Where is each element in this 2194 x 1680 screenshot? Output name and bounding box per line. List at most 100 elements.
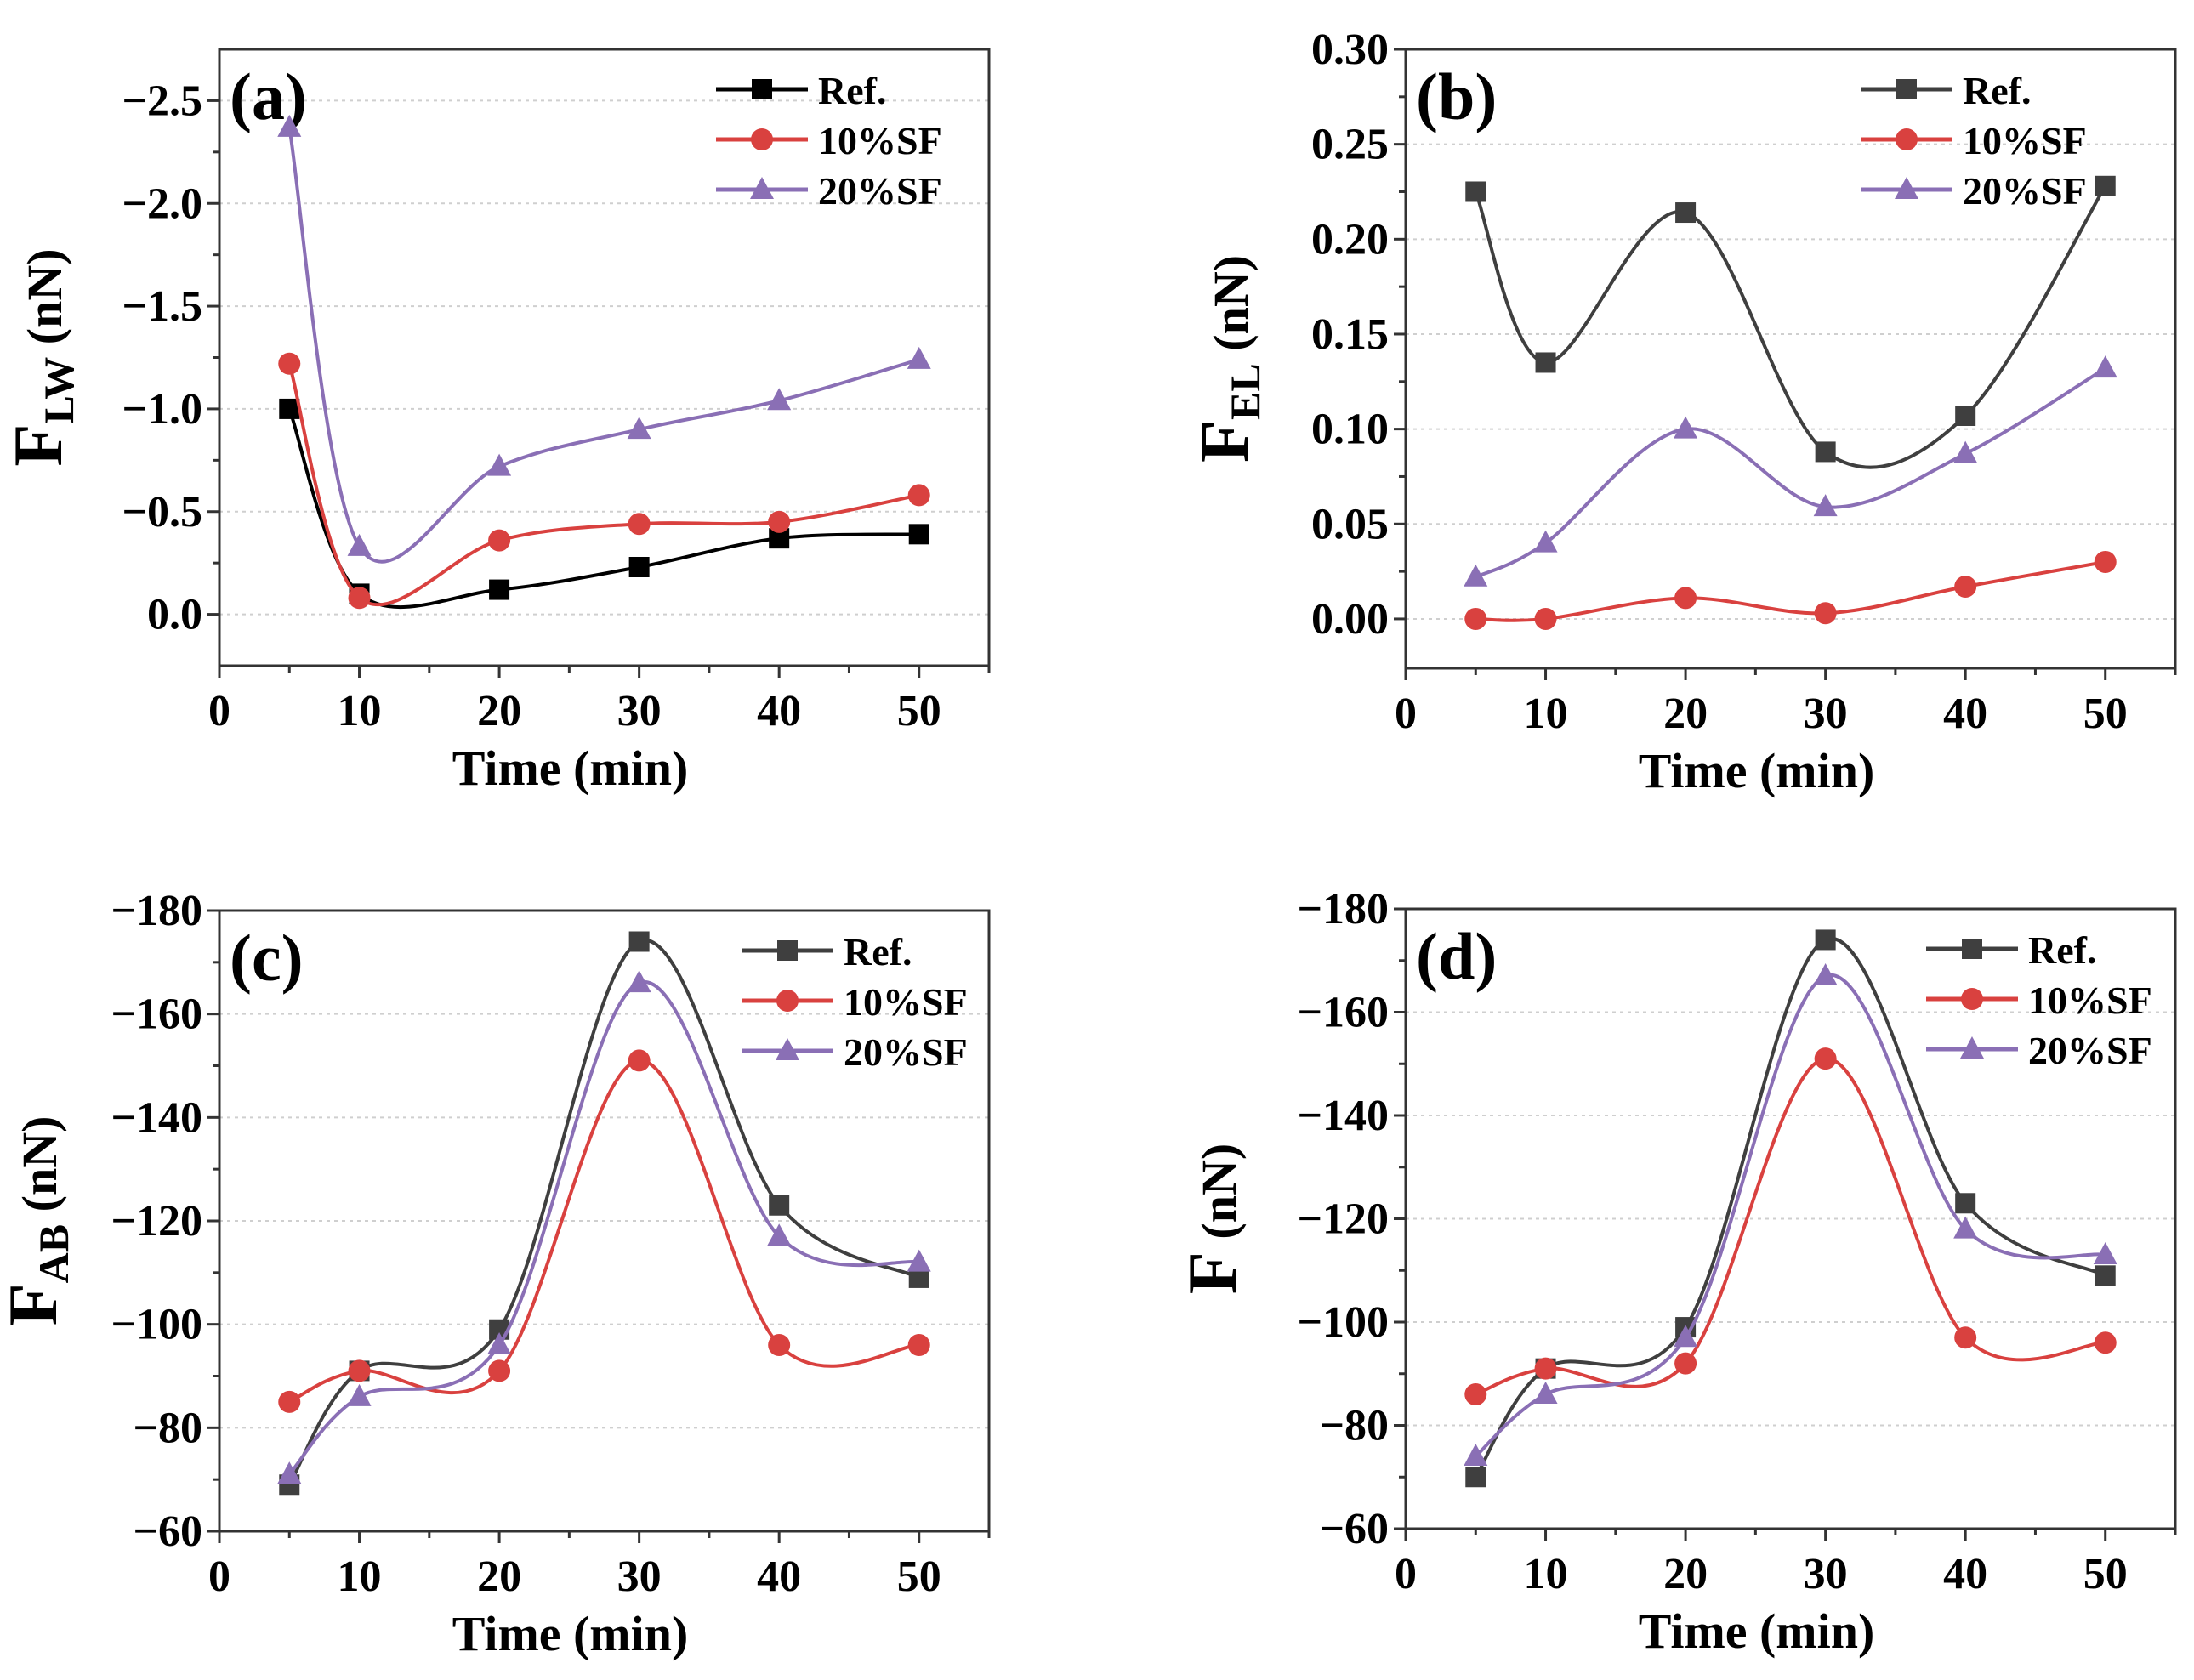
x-axis-title: Time (min) [452,741,689,796]
y-tick-label: −180 [1297,885,1389,934]
data-point-circle [1464,607,1487,630]
data-point-triangle [487,453,512,476]
chart-panel-a: 0.0 −0.5 −1.0 −1.5 −2.0 −2.5 0 10 20 30 40 50 Time (… [0,48,991,796]
legend-label: Ref. [2028,928,2096,972]
series-20sf [1464,355,2117,587]
y-axis-title: FAB (nN) [0,1116,77,1326]
y-tick-label: 0.10 [1311,406,1389,454]
data-point-circle [1674,587,1697,610]
legend-label: 10%SF [2028,979,2152,1022]
legend-marker-square [1962,939,1982,959]
y-tick-label: −2.0 [122,179,202,228]
legend-entry: 20%SF [1926,1029,2152,1072]
x-tick-label: 0 [208,687,230,735]
y-tick-label: −180 [111,887,202,935]
data-point-triangle [2093,1242,2117,1265]
legend-marker-square [1896,79,1917,99]
y-tick-label: −60 [1319,1505,1389,1553]
data-point-triangle [487,1332,512,1354]
data-point-square [489,579,510,600]
data-point-square [2095,1265,2116,1286]
panel-label: (d) [1416,919,1497,993]
y-tick-label: −160 [111,990,202,1039]
y-axis-title-main: F [1185,420,1263,463]
series-line [287,363,920,607]
legend-entry: Ref. [716,69,886,112]
data-point-square [1955,405,1976,426]
panel-label: (a) [230,60,307,133]
x-tick-label: 20 [477,687,521,735]
series-line [1475,1057,2106,1396]
x-tick-label: 20 [1663,690,1708,738]
legend-marker-triangle [776,1038,799,1060]
x-tick-label: 40 [757,1552,801,1601]
series-line [287,980,920,1476]
data-point-circle [348,1359,371,1382]
data-point-circle [768,510,791,533]
x-tick-label: 0 [1395,690,1417,738]
legend-label: 10%SF [1963,119,2087,162]
data-point-circle [488,529,511,552]
series-line [1474,936,2106,1479]
legend-label: 10%SF [844,980,968,1024]
data-point-triangle [1953,440,1978,463]
data-point-square [908,524,929,545]
x-tick-label: 10 [1524,1550,1568,1598]
series-line [288,1059,919,1404]
legend-marker-triangle [1895,177,1918,199]
y-axis-title-unit: (nN) [1203,255,1259,363]
legend-entry: 20%SF [742,1030,968,1074]
chart-panel-c: −60 −80 −100 −120 −140 −160 −180 0 10 20 30 40 50 Tim… [0,887,991,1661]
data-point-triangle [1674,1325,1698,1348]
data-point-circle [768,1334,791,1356]
data-point-circle [1814,602,1837,625]
legend-marker-triangle [1960,1036,1984,1059]
y-tick-label: −80 [1319,1402,1389,1450]
data-point-triangle [1813,494,1838,517]
x-tick-label: 10 [338,1552,382,1601]
x-tick-label: 30 [1804,1550,1848,1598]
x-tick-label: 10 [1524,690,1568,738]
series-line [287,938,920,1486]
legend-entry: 10%SF [742,980,968,1024]
y-tick-label: −2.5 [122,77,202,125]
series-10sf [1464,550,2117,630]
series-line [1474,184,2107,469]
x-tick-label: 20 [1663,1550,1708,1598]
x-tick-label: 20 [477,1552,521,1601]
legend-marker-circle [751,128,773,150]
y-axis-title: F (nN) [1174,1144,1251,1294]
legend-label: 10%SF [818,119,942,162]
y-tick-label: −140 [111,1093,202,1142]
y-tick-label: −1.5 [122,282,202,331]
y-tick-label: 0.25 [1311,121,1389,169]
legend-label: Ref. [818,69,886,112]
data-point-circle [907,484,930,507]
panel-label: (b) [1416,60,1497,133]
data-point-circle [278,1390,301,1413]
x-tick-label: 40 [1943,1550,1987,1598]
data-point-triangle [2093,355,2117,378]
legend-label: Ref. [1963,69,2031,112]
data-point-square [2095,175,2116,196]
y-tick-label: 0.20 [1311,215,1389,264]
x-tick-label: 30 [617,687,662,735]
data-point-square [1815,929,1836,951]
data-point-circle [1954,1326,1977,1349]
data-point-triangle [277,114,302,137]
legend-marker-circle [1896,128,1918,150]
data-point-circle [1534,607,1557,630]
legend-marker-triangle [750,177,774,199]
x-tick-label: 30 [617,1552,662,1601]
data-point-triangle [907,1249,931,1272]
legend-entry: Ref. [1926,928,2096,972]
y-tick-label: 0.0 [147,591,202,639]
y-tick-label: −80 [133,1404,202,1452]
x-axis-title: Time (min) [452,1606,689,1661]
data-point-triangle [1464,564,1488,587]
y-tick-label: −140 [1297,1092,1389,1140]
y-tick-label: −160 [1297,989,1389,1037]
data-point-triangle [347,533,372,556]
data-point-circle [1814,1047,1837,1070]
data-point-triangle [907,346,931,369]
